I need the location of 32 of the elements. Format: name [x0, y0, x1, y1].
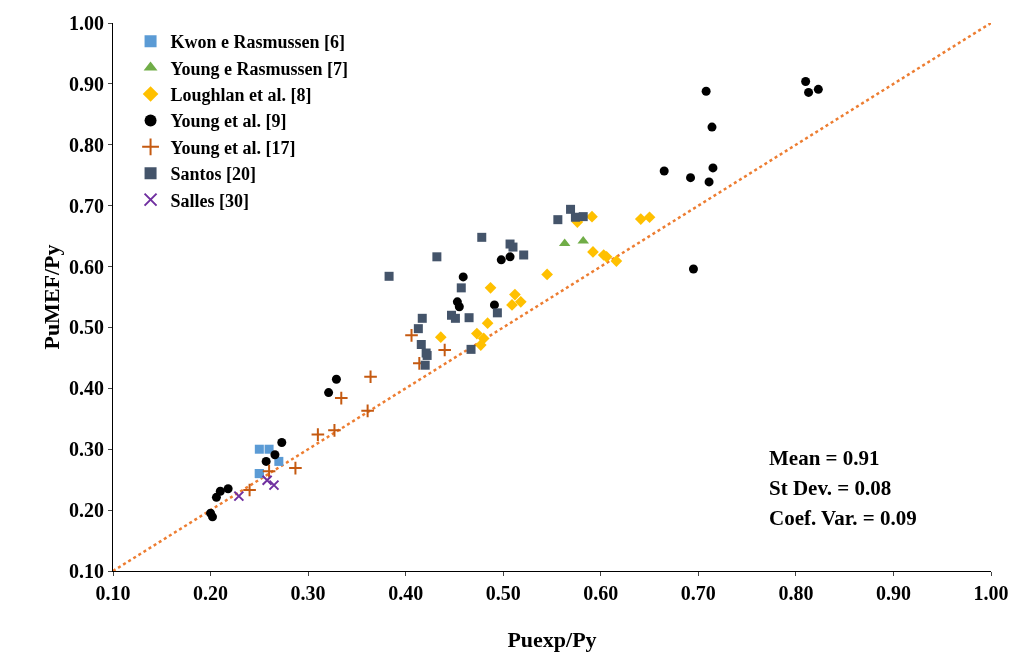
x-tick-label: 0.20	[193, 582, 229, 604]
annotation: Coef. Var. = 0.09	[769, 506, 917, 530]
x-tick-label: 0.80	[778, 582, 814, 604]
y-tick-label: 0.90	[69, 72, 104, 95]
x-tick-label: 0.60	[583, 582, 619, 604]
x-tick-label: 0.90	[875, 582, 911, 604]
y-tick-label: 0.30	[69, 438, 104, 461]
x-tick-label: 0.70	[680, 582, 716, 604]
y-axis-title: PuMEF/Py	[39, 244, 64, 350]
x-axis-title: Puexp/Py	[507, 627, 597, 652]
legend-label: Young et al. [17]	[170, 137, 296, 158]
legend-label: Kwon e Rasmussen [6]	[170, 32, 346, 53]
y-tick-label: 0.70	[69, 194, 104, 217]
x-tick-label: 1.00	[973, 582, 1009, 604]
legend-label: Loughlan et al. [8]	[170, 85, 312, 106]
legend-label: Santos [20]	[170, 164, 257, 185]
y-tick-label: 0.60	[69, 255, 104, 278]
x-tick-label: 0.40	[388, 582, 424, 604]
y-tick-label: 0.40	[69, 377, 104, 400]
legend-label: Young e Rasmussen [7]	[170, 58, 349, 79]
y-tick-label: 1.00	[69, 12, 104, 34]
y-tick-label: 0.80	[69, 133, 104, 156]
annotation: Mean = 0.91	[769, 446, 880, 470]
legend-label: Young et al. [9]	[170, 111, 287, 132]
x-tick-label: 0.10	[95, 582, 131, 604]
y-tick-label: 0.20	[69, 499, 104, 522]
y-tick-label: 0.50	[69, 316, 104, 339]
x-tick-label: 0.30	[290, 582, 326, 604]
y-tick-label: 0.10	[69, 560, 104, 582]
x-tick-label: 0.50	[485, 582, 521, 604]
annotation: St Dev. = 0.08	[769, 476, 892, 500]
legend-label: Salles [30]	[170, 190, 250, 211]
